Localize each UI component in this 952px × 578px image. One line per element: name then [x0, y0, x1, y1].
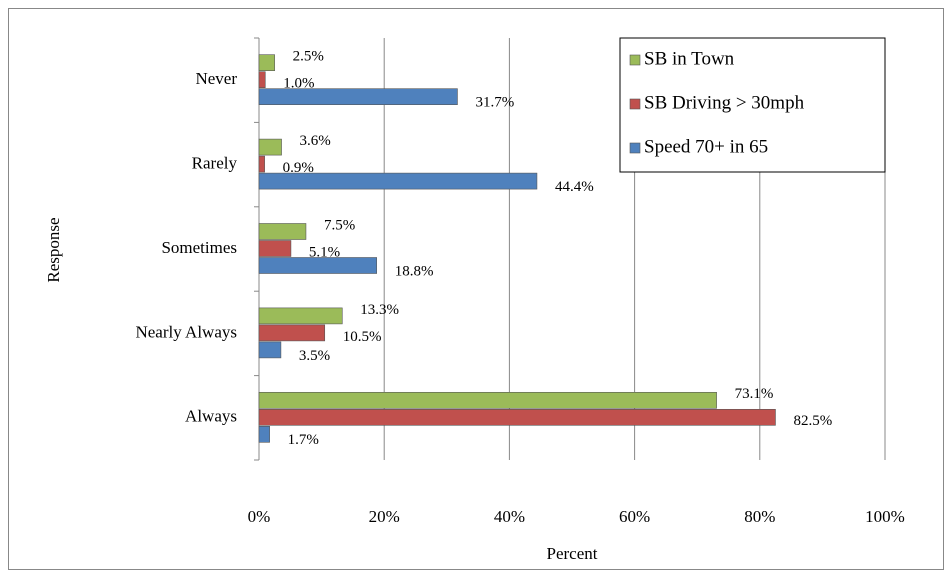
x-tick-label: 40%: [494, 507, 525, 526]
legend-swatch: [629, 142, 641, 154]
legend-label: Speed 70+ in 65: [644, 136, 768, 157]
value-label: 18.8%: [395, 263, 434, 279]
y-tick-label: Sometimes: [161, 238, 237, 257]
value-label: 7.5%: [324, 217, 355, 233]
value-label: 2.5%: [293, 49, 324, 65]
bar: [258, 54, 275, 72]
value-label: 44.4%: [555, 179, 594, 195]
value-label: 10.5%: [343, 329, 382, 345]
value-label: 1.7%: [288, 432, 319, 448]
bar: [258, 341, 282, 359]
bar: [258, 71, 266, 88]
bar: [258, 138, 282, 156]
x-tick-label: 60%: [619, 507, 650, 526]
legend-label: SB Driving > 30mph: [644, 92, 805, 113]
value-label: 13.3%: [360, 302, 399, 318]
bar: [258, 257, 377, 274]
bar: [258, 425, 270, 443]
bar: [258, 391, 717, 409]
legend-box: [619, 37, 886, 173]
y-axis-title: Response: [44, 217, 63, 282]
value-label: 73.1%: [735, 386, 774, 402]
y-tick-label: Nearly Always: [135, 322, 237, 341]
y-tick-label: Always: [185, 407, 237, 426]
bar: [258, 307, 343, 325]
value-label: 1.0%: [283, 76, 314, 92]
legend-swatch: [629, 54, 641, 66]
bar: [258, 223, 307, 240]
bar: [258, 408, 776, 426]
bar: [258, 324, 326, 342]
value-label: 5.1%: [309, 244, 340, 260]
x-tick-label: 80%: [744, 507, 775, 526]
bar: [258, 155, 265, 173]
value-label: 3.6%: [300, 133, 331, 149]
x-tick-label: 20%: [369, 507, 400, 526]
x-tick-label: 100%: [865, 507, 905, 526]
bar: [258, 88, 458, 105]
bar: [258, 240, 292, 257]
x-tick-label: 0%: [248, 507, 271, 526]
value-label: 3.5%: [299, 348, 330, 364]
y-tick-label: Never: [195, 69, 237, 88]
value-label: 82.5%: [793, 413, 832, 429]
bar: [258, 172, 538, 190]
legend-label: SB in Town: [644, 48, 735, 69]
value-label: 0.9%: [283, 160, 314, 176]
x-axis-title: Percent: [547, 544, 598, 563]
y-tick-label: Rarely: [192, 154, 238, 173]
legend-swatch: [629, 98, 641, 110]
value-label: 31.7%: [475, 95, 514, 111]
